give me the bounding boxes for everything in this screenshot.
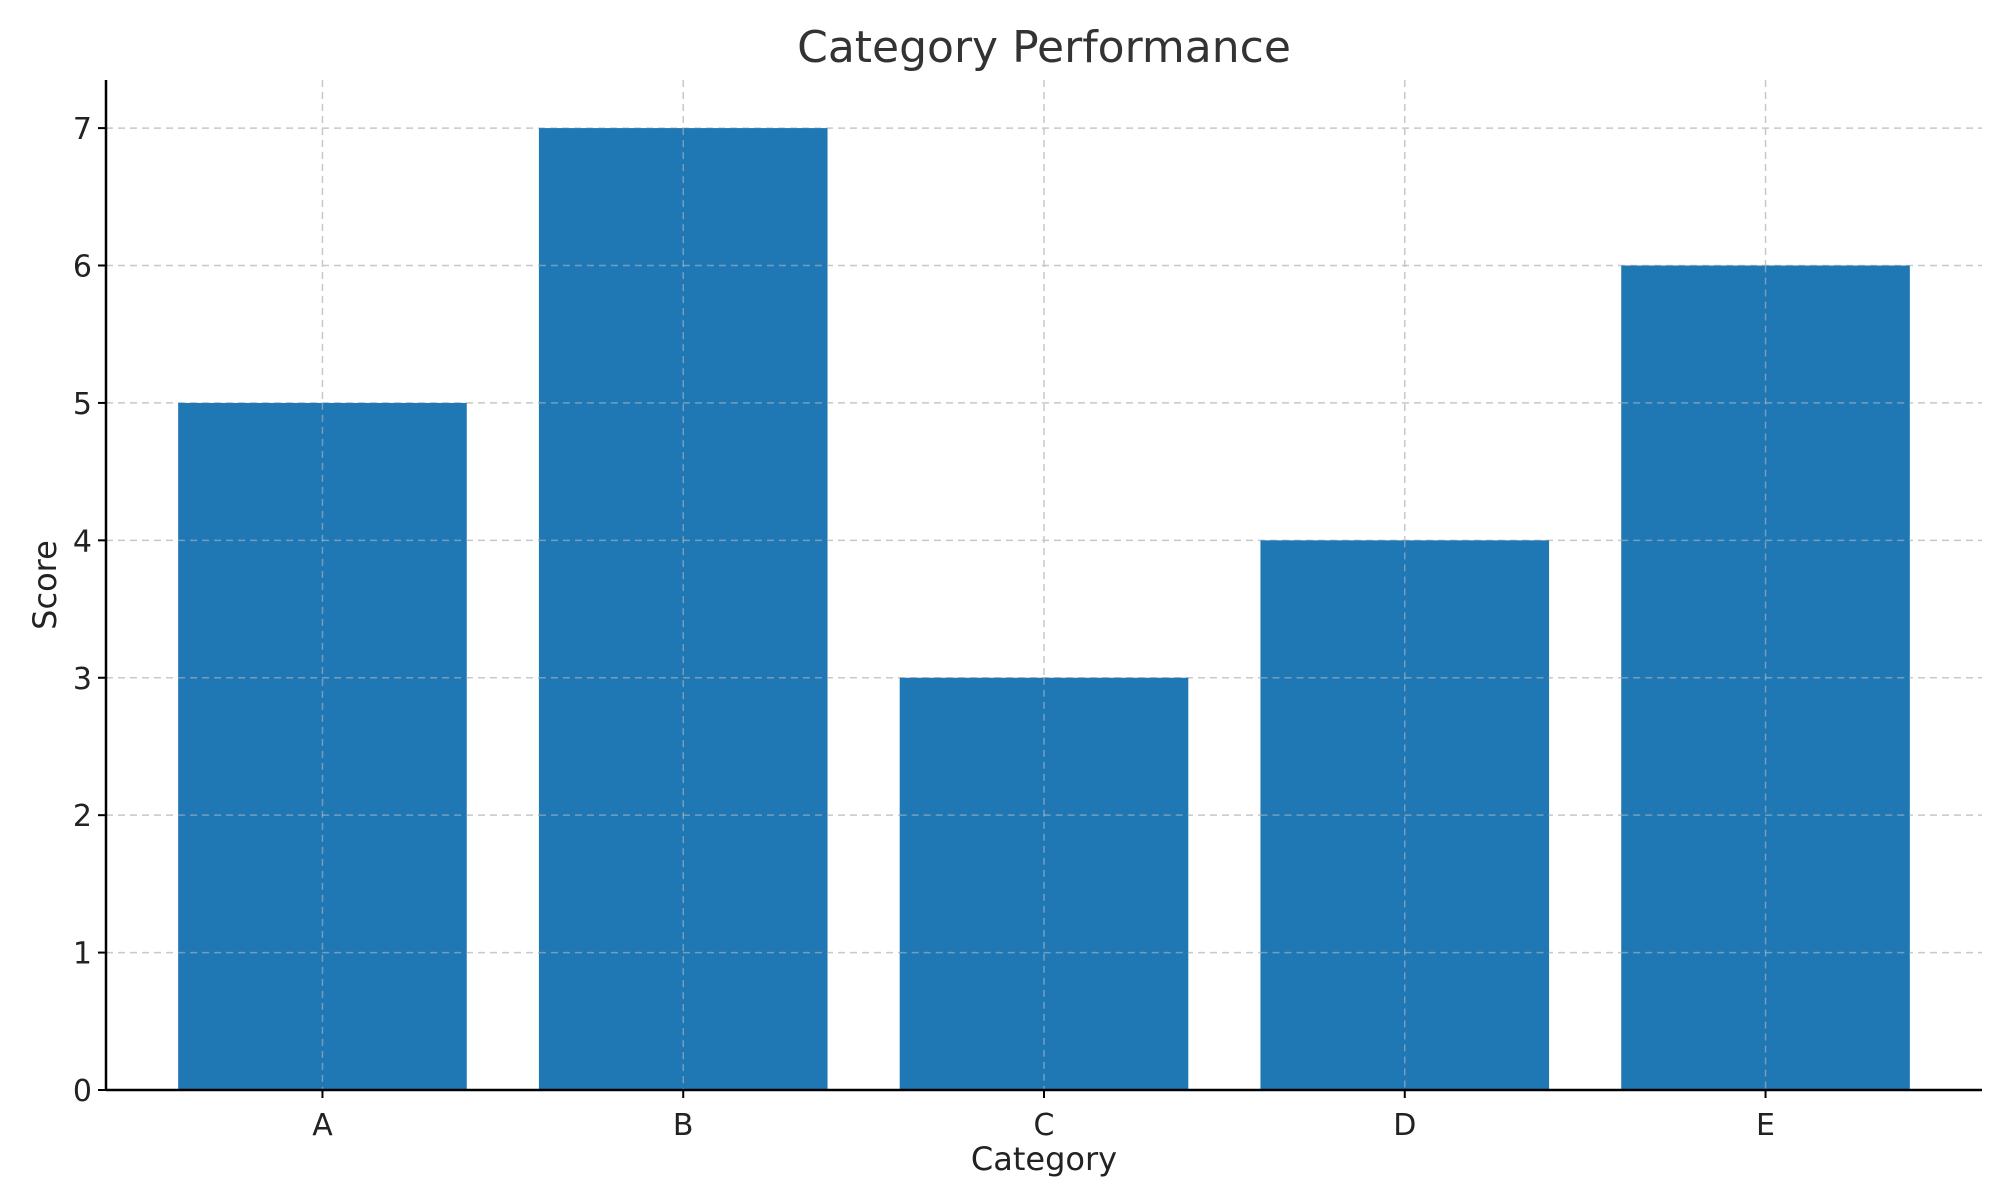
x-tick-label: D xyxy=(1393,1108,1416,1143)
ticks: 0 1 2 3 4 5 6 7 A B C D E xyxy=(73,112,1775,1143)
x-tick-label: C xyxy=(1034,1108,1055,1143)
bars xyxy=(178,128,1910,1091)
chart-title: Category Performance xyxy=(797,22,1291,73)
bar-A xyxy=(178,402,467,1090)
y-tick-label: 4 xyxy=(73,524,92,559)
x-axis-title: Category xyxy=(971,1140,1117,1178)
y-tick-label: 0 xyxy=(73,1074,92,1109)
y-tick-label: 3 xyxy=(73,662,92,697)
x-tick-label: B xyxy=(673,1108,694,1143)
y-axis-title: Score xyxy=(26,540,64,630)
x-tick-label: A xyxy=(312,1108,333,1143)
y-tick-label: 2 xyxy=(73,799,92,834)
y-tick-label: 1 xyxy=(73,937,92,972)
y-tick-label: 6 xyxy=(73,250,92,285)
y-tick-label: 7 xyxy=(73,112,92,147)
y-tick-label: 5 xyxy=(73,387,92,422)
x-tick-label: E xyxy=(1756,1108,1775,1143)
